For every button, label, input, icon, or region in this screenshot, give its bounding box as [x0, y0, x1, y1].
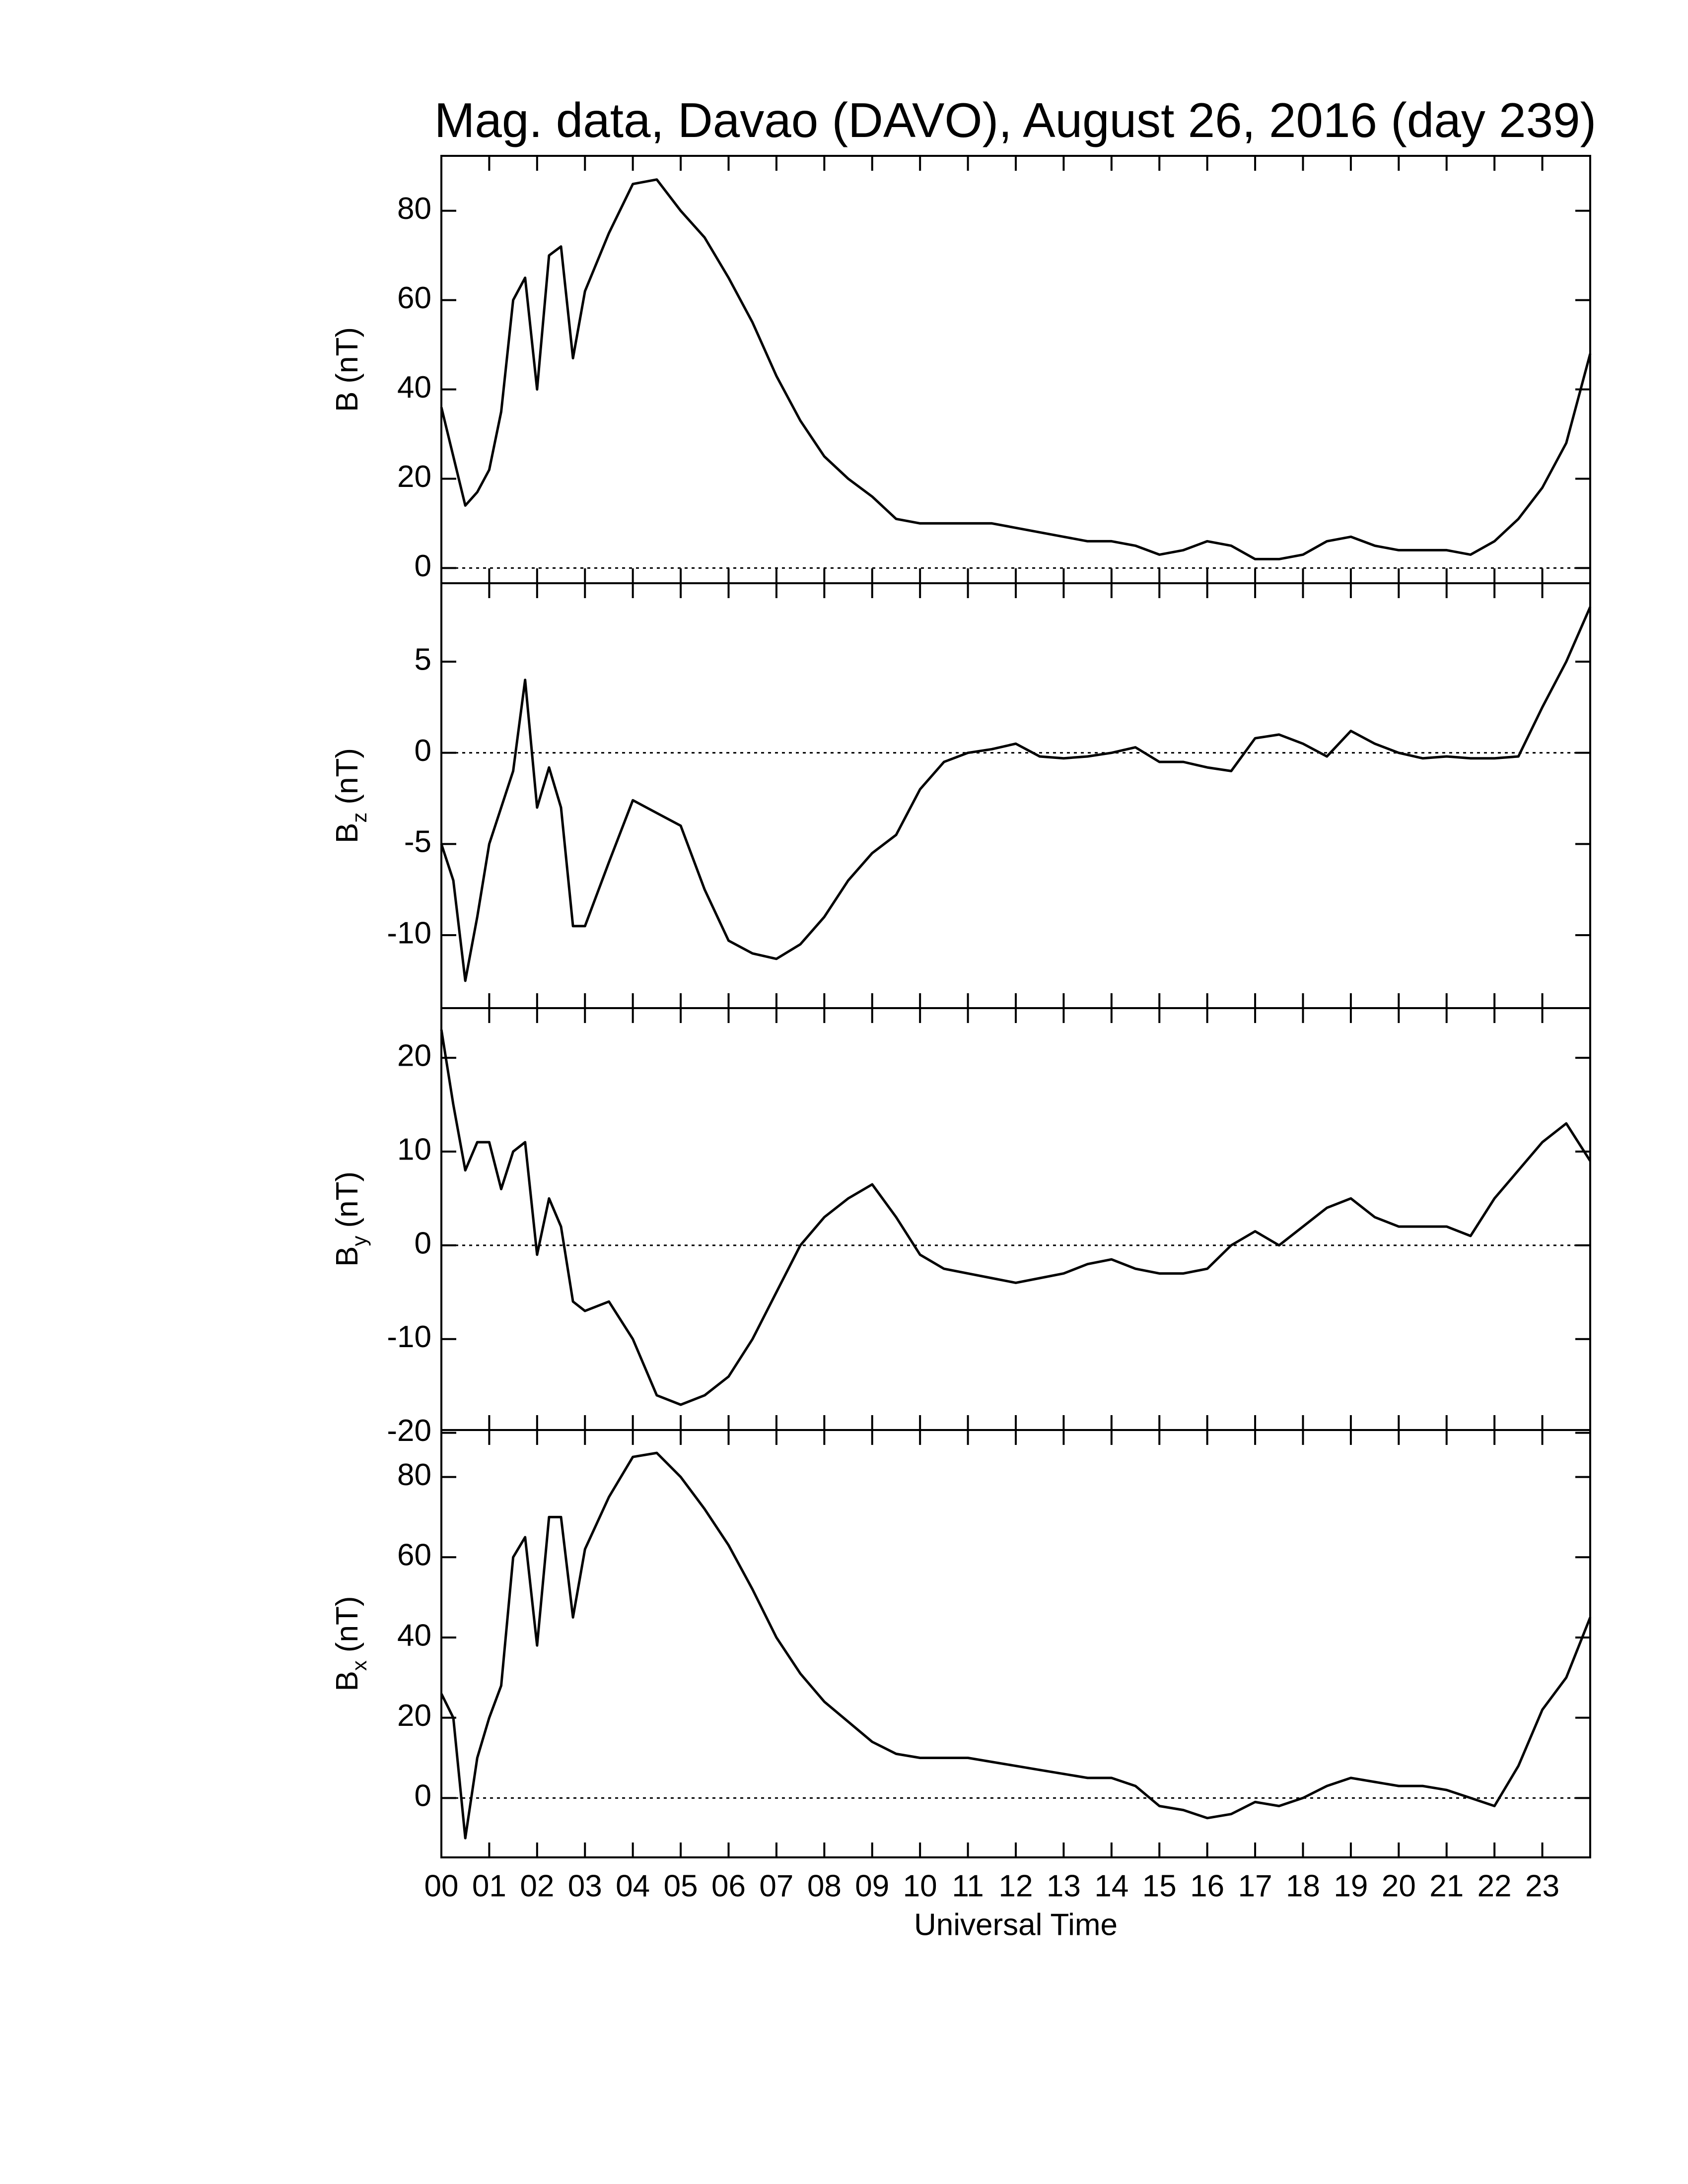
- x-tick-label: 01: [472, 1869, 506, 1903]
- y-axis-label: Bx (nT): [330, 1596, 371, 1691]
- y-label-sub: z: [348, 813, 371, 823]
- chart-title: Mag. data, Davao (DAVO), August 26, 2016…: [434, 93, 1597, 147]
- y-tick-label: 20: [397, 1038, 431, 1073]
- x-tick-label: 11: [952, 1869, 984, 1903]
- data-line: [440, 1451, 1592, 1840]
- x-tick-label: 07: [759, 1869, 793, 1903]
- y-tick-label: 10: [397, 1132, 431, 1166]
- y-tick-label: 80: [397, 1458, 431, 1492]
- y-tick-label: 20: [397, 460, 431, 494]
- x-tick-label: 23: [1525, 1869, 1559, 1903]
- y-tick-label: 0: [415, 734, 431, 768]
- y-tick-label: -10: [387, 916, 431, 950]
- y-tick-label: 60: [397, 281, 431, 315]
- x-tick-label: 20: [1382, 1869, 1416, 1903]
- plot-frame: [440, 582, 1591, 1009]
- x-tick-label: 15: [1142, 1869, 1177, 1903]
- y-label-unit: (nT): [330, 1596, 364, 1652]
- y-label-base: B: [330, 1671, 364, 1691]
- x-tick-label: 19: [1334, 1869, 1368, 1903]
- y-tick-label: 0: [415, 1779, 431, 1813]
- y-tick-label: 20: [397, 1699, 431, 1733]
- y-tick-label: 0: [415, 1226, 431, 1260]
- x-tick-label: 16: [1190, 1869, 1224, 1903]
- plot-frame: [440, 1429, 1591, 1858]
- y-tick-label: 40: [397, 370, 431, 405]
- x-tick-label: 12: [999, 1869, 1033, 1903]
- y-tick-label: -10: [387, 1320, 431, 1354]
- y-tick-label: -20: [387, 1414, 431, 1448]
- x-tick-label: 05: [664, 1869, 698, 1903]
- x-tick-label: 04: [616, 1869, 650, 1903]
- x-tick-label: 10: [903, 1869, 937, 1903]
- x-tick-label: 00: [424, 1869, 459, 1903]
- x-tick-label: 22: [1477, 1869, 1512, 1903]
- y-axis-label: By (nT): [330, 1171, 371, 1267]
- x-tick-label: 21: [1429, 1869, 1464, 1903]
- y-label-base: B: [330, 392, 364, 412]
- x-tick-label: 18: [1286, 1869, 1320, 1903]
- y-axis-label: B (nT): [330, 327, 364, 412]
- y-label-sub: y: [348, 1236, 371, 1246]
- y-label-unit: (nT): [330, 1171, 364, 1228]
- data-line: [440, 606, 1592, 982]
- y-label-base: B: [330, 823, 364, 843]
- x-tick-label: 17: [1238, 1869, 1272, 1903]
- y-tick-label: 0: [415, 549, 431, 583]
- y-label-unit: (nT): [330, 327, 364, 384]
- y-label-base: B: [330, 1246, 364, 1267]
- y-tick-label: 40: [397, 1618, 431, 1652]
- x-tick-label: 13: [1047, 1869, 1081, 1903]
- x-tick-label: 02: [520, 1869, 554, 1903]
- y-axis-label: Bz (nT): [330, 748, 371, 843]
- y-tick-label: -5: [404, 825, 431, 859]
- y-tick-label: 80: [397, 192, 431, 226]
- y-label-unit: (nT): [330, 748, 364, 805]
- data-line: [440, 178, 1592, 560]
- y-tick-label: 5: [415, 642, 431, 677]
- x-axis-label: Universal Time: [914, 1908, 1118, 1942]
- y-label-sub: x: [348, 1660, 371, 1671]
- x-tick-label: 03: [568, 1869, 602, 1903]
- x-tick-label: 09: [855, 1869, 889, 1903]
- data-line: [440, 1029, 1592, 1406]
- plot-frame: [440, 1007, 1591, 1431]
- x-tick-label: 14: [1094, 1869, 1128, 1903]
- y-tick-label: 60: [397, 1538, 431, 1572]
- x-tick-label: 08: [807, 1869, 842, 1903]
- x-tick-label: 06: [711, 1869, 746, 1903]
- plot-frame: [440, 155, 1591, 584]
